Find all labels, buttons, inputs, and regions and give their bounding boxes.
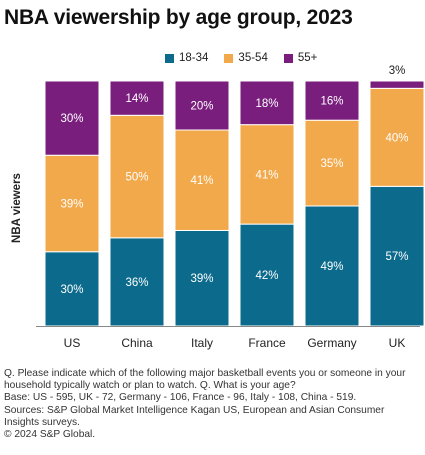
data-label-italy-55plus: 20% [190, 101, 213, 113]
bar-france-35-54 [239, 124, 295, 225]
data-label-france-18-34: 42% [255, 270, 278, 282]
legend: 18-34 35-54 55+ [165, 52, 317, 64]
data-label-uk-18-34: 57% [385, 251, 408, 263]
x-tick-label-us: US [64, 336, 81, 350]
legend-item-18-34: 18-34 [165, 52, 208, 64]
data-label-uk-35-54: 40% [385, 132, 408, 144]
footnote-base: Base: US - 595, UK - 72, Germany - 106, … [4, 392, 357, 404]
footnote-question: Q. Please indicate which of the followin… [4, 368, 406, 392]
legend-item-55plus: 55+ [283, 52, 318, 64]
data-label-china-55plus: 14% [125, 93, 148, 105]
bar-us-55plus [44, 80, 100, 156]
bar-germany-35-54 [304, 119, 360, 207]
legend-swatch-35-54 [224, 53, 234, 63]
footnote-copyright: © 2024 S&P Global. [4, 429, 96, 441]
bar-us-35-54 [44, 154, 100, 253]
chart-title: NBA viewership by age group, 2023 [4, 6, 353, 29]
data-label-germany-55plus: 16% [320, 96, 343, 108]
stacked-bar-chart: NBA viewers 30% 39% 30% US 36% 50% 14% China 39%… [11, 65, 425, 350]
data-label-china-18-34: 36% [125, 277, 148, 289]
y-axis-label: NBA viewers [11, 173, 23, 243]
x-tick-label-italy: Italy [191, 336, 213, 350]
data-label-china-35-54: 50% [125, 172, 148, 184]
x-tick-label-uk: UK [389, 336, 406, 350]
data-label-us-18-34: 30% [60, 284, 83, 296]
bar-china-55plus [109, 80, 165, 116]
footnote-sources: Sources: S&P Global Market Intelligence … [4, 404, 385, 428]
bar-us-18-34 [44, 251, 100, 327]
data-label-germany-18-34: 49% [320, 261, 343, 273]
bar-germany-55plus [304, 80, 360, 121]
legend-swatch-55plus [283, 53, 293, 63]
bar-uk-55plus [369, 80, 425, 89]
x-tick-label-china: China [121, 336, 153, 350]
bar-uk-35-54 [369, 87, 425, 187]
legend-label-18-34: 18-34 [179, 52, 209, 64]
bar-germany-18-34 [304, 205, 360, 327]
legend-label-55plus: 55+ [297, 52, 318, 64]
data-label-italy-35-54: 41% [190, 175, 213, 187]
bar-italy-35-54 [174, 129, 230, 231]
x-tick-label-france: France [248, 336, 286, 350]
data-label-us-55plus: 30% [60, 113, 83, 125]
bar-italy-55plus [174, 80, 230, 131]
footnote: Q. Please indicate which of the followin… [4, 368, 416, 441]
data-label-us-35-54: 39% [60, 199, 83, 211]
data-label-germany-35-54: 35% [320, 158, 343, 170]
data-label-france-35-54: 41% [255, 169, 278, 181]
bar-france-55plus [239, 80, 295, 126]
data-label-italy-18-34: 39% [190, 273, 213, 285]
data-label-france-55plus: 18% [255, 98, 278, 110]
legend-label-35-54: 35-54 [238, 52, 268, 64]
x-tick-label-germany: Germany [307, 336, 356, 350]
legend-swatch-18-34 [165, 53, 174, 63]
data-label-uk-55plus: 3% [389, 65, 406, 77]
legend-item-35-54: 35-54 [224, 52, 268, 64]
